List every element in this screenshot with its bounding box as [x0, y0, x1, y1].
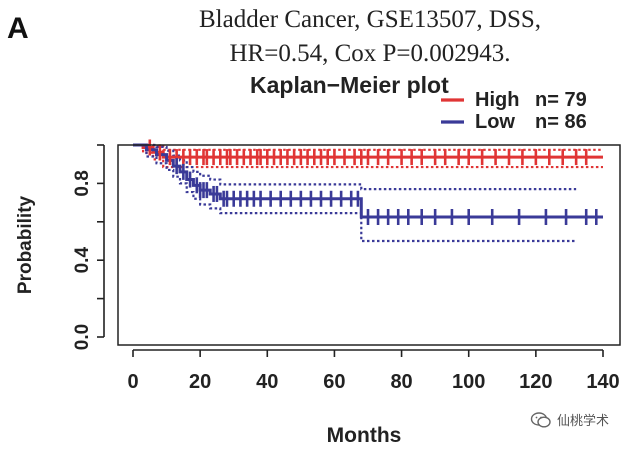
- y-tick-label: 0.8: [72, 170, 93, 196]
- wechat-icon: [530, 411, 551, 428]
- x-tick-label: 40: [256, 371, 278, 393]
- censor-marks: [148, 139, 598, 225]
- x-tick-label: 100: [452, 371, 485, 393]
- x-tick-label: 120: [519, 371, 552, 393]
- low-ci-lower: [133, 143, 577, 243]
- x-tick-label: 60: [323, 371, 345, 393]
- chart-title-line-2: HR=0.54, Cox P=0.002943.: [229, 40, 511, 67]
- x-axis: 0 20 40 60 80 100 120 140: [127, 349, 620, 393]
- x-tick-label: 80: [390, 371, 412, 393]
- legend: High n= 79 Low n= 86: [441, 89, 587, 133]
- x-axis-label: Months: [327, 424, 402, 447]
- legend-count-high: n= 79: [535, 89, 587, 111]
- watermark-text: 仙桃学术: [557, 414, 610, 429]
- x-tick-label: 20: [189, 371, 211, 393]
- y-tick-label: 0.4: [72, 247, 93, 274]
- watermark: 仙桃学术: [530, 410, 609, 429]
- panel-label: A: [7, 12, 29, 45]
- legend-label-high: High: [475, 89, 519, 111]
- x-tick-label: 0: [127, 371, 138, 393]
- legend-count-low: n= 86: [535, 111, 587, 133]
- plot-title: Kaplan−Meier plot: [250, 72, 449, 98]
- y-axis: 0.0 0.4 0.8: [72, 144, 105, 350]
- chart-title-line-1: Bladder Cancer, GSE13507, DSS,: [198, 6, 542, 33]
- y-tick-label: 0.0: [72, 324, 93, 350]
- plot-frame: [117, 144, 621, 346]
- legend-label-low: Low: [475, 111, 515, 133]
- y-axis-label: Probability: [15, 195, 36, 294]
- low-survival-curve: [133, 143, 603, 219]
- x-tick-label: 140: [586, 371, 619, 393]
